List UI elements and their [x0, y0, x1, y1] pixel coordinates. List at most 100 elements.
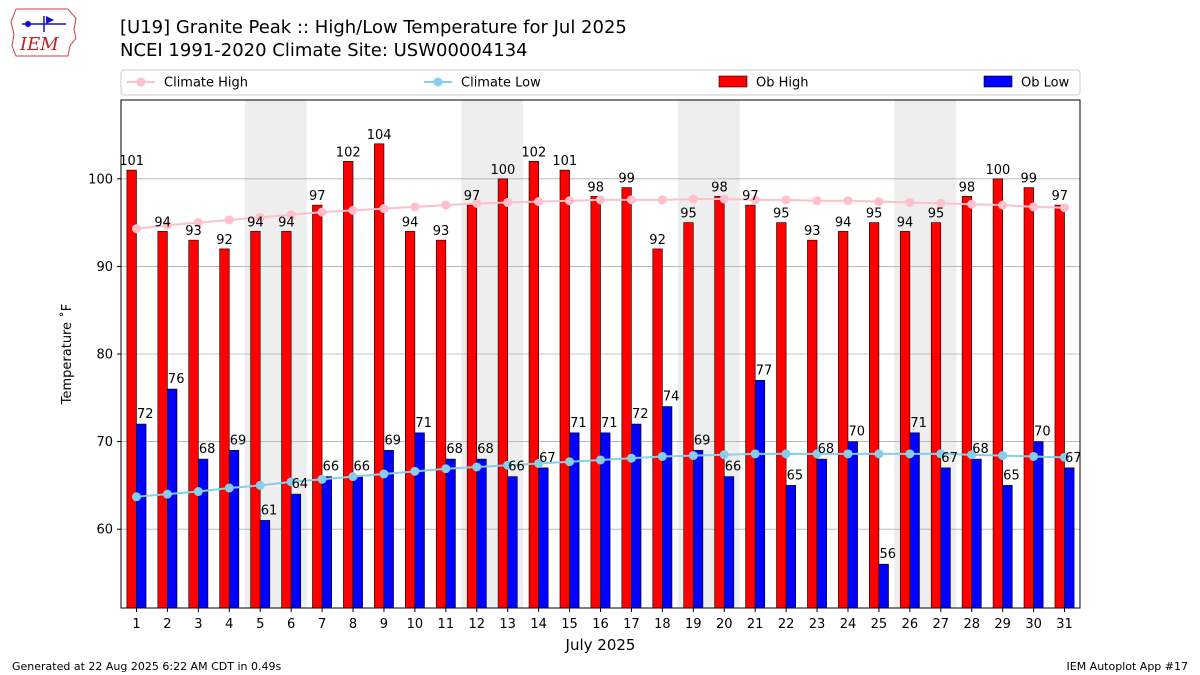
ob-high-bar	[250, 231, 261, 609]
ob-low-label: 72	[137, 407, 154, 422]
chart-title: [U19] Granite Peak :: High/Low Temperatu…	[120, 17, 627, 38]
ob-high-label: 94	[402, 215, 419, 230]
climate-low-point	[131, 492, 141, 502]
ob-high-label: 94	[154, 215, 171, 230]
ob-high-bar	[838, 231, 849, 609]
ob-high-bar	[1023, 187, 1034, 609]
ob-low-label: 66	[508, 460, 525, 475]
ob-low-bar	[662, 406, 673, 609]
climate-low-point	[565, 457, 575, 467]
x-tick-label: 4	[225, 617, 233, 632]
ob-high-label: 95	[928, 207, 945, 222]
ob-low-label: 68	[972, 442, 989, 457]
x-tick-label: 5	[256, 617, 264, 632]
ob-high-label: 101	[552, 154, 577, 169]
climate-high-point	[936, 198, 946, 208]
x-tick-label: 17	[623, 617, 640, 632]
x-tick-label: 7	[318, 617, 326, 632]
ob-high-label: 98	[711, 180, 728, 195]
ob-low-label: 64	[292, 477, 309, 492]
climate-high-point	[193, 218, 203, 228]
ob-low-label: 66	[354, 460, 371, 475]
climate-high-point	[472, 198, 482, 208]
ob-low-label: 66	[323, 460, 340, 475]
ob-high-bar	[157, 231, 168, 609]
x-tick-label: 23	[809, 617, 826, 632]
x-tick-label: 13	[499, 617, 516, 632]
legend-label: Ob Low	[1021, 76, 1070, 91]
ob-high-label: 100	[985, 163, 1010, 178]
ob-low-label: 70	[849, 425, 866, 440]
ob-high-bar	[466, 204, 478, 609]
climate-low-point	[472, 462, 482, 472]
ob-high-label: 97	[1051, 189, 1068, 204]
climate-low-point	[441, 464, 451, 474]
climate-low-point	[286, 477, 296, 487]
ob-high-bar	[930, 222, 942, 609]
ob-low-label: 66	[725, 460, 742, 475]
climate-low-point	[162, 489, 172, 499]
ob-low-bar	[1002, 485, 1013, 609]
x-tick-label: 12	[468, 617, 485, 632]
ob-low-label: 72	[632, 407, 649, 422]
ob-high-label: 92	[216, 233, 233, 248]
ob-high-bar	[126, 169, 137, 609]
x-tick-label: 14	[530, 617, 547, 632]
climate-low-point	[596, 455, 605, 465]
ob-low-label: 77	[756, 363, 773, 378]
ob-low-bar	[754, 379, 766, 609]
x-tick-label: 9	[380, 617, 388, 632]
ob-low-bar	[198, 458, 209, 609]
climate-low-point	[998, 451, 1008, 461]
x-tick-label: 30	[1025, 617, 1042, 632]
climate-high-point	[534, 197, 544, 207]
ob-low-label: 68	[818, 442, 835, 457]
ob-low-label: 71	[415, 416, 432, 431]
climate-high-point	[719, 194, 729, 204]
ob-low-bar	[136, 423, 147, 609]
ob-low-bar	[1033, 441, 1044, 609]
ob-high-label: 93	[804, 224, 821, 239]
climate-high-point	[1060, 203, 1070, 213]
x-tick-label: 29	[994, 617, 1011, 632]
ob-low-label: 68	[199, 442, 216, 457]
ob-low-bar	[816, 458, 827, 609]
climate-low-point	[348, 472, 358, 482]
y-tick-label: 60	[96, 523, 113, 538]
climate-high-point	[596, 195, 605, 205]
legend-box	[120, 69, 1081, 96]
app-footer: IEM Autoplot App #17	[1066, 660, 1189, 673]
ob-low-bar	[321, 476, 332, 609]
climate-low-point	[688, 451, 698, 461]
ob-high-bar	[343, 161, 354, 609]
ob-low-bar	[847, 441, 858, 609]
ob-high-label: 94	[247, 215, 264, 230]
ob-low-bar	[1064, 467, 1075, 609]
climate-high-point	[410, 202, 420, 212]
ob-high-bar	[652, 248, 663, 609]
ob-low-label: 70	[1034, 425, 1051, 440]
climate-low-point	[781, 449, 791, 459]
ob-low-bar	[940, 467, 951, 609]
climate-low-point	[812, 449, 822, 459]
x-tick-label: 31	[1056, 617, 1073, 632]
y-tick-label: 90	[96, 260, 113, 275]
x-tick-label: 22	[778, 617, 795, 632]
ob-low-bar	[290, 493, 302, 609]
climate-low-point	[379, 469, 389, 479]
ob-high-bar	[188, 239, 199, 609]
climate-high-point	[998, 200, 1008, 210]
ob-high-label: 92	[649, 233, 666, 248]
bars	[126, 143, 1075, 609]
ob-high-label: 97	[309, 189, 326, 204]
x-tick-label: 24	[840, 617, 857, 632]
ob-low-bar	[785, 485, 797, 609]
x-tick-label: 3	[194, 617, 202, 632]
x-tick-label: 25	[871, 617, 888, 632]
climate-low-point	[657, 451, 667, 461]
ob-low-bar	[414, 432, 425, 609]
x-tick-label: 15	[561, 617, 578, 632]
climate-high-point	[224, 215, 234, 225]
climate-low-point	[317, 474, 327, 484]
